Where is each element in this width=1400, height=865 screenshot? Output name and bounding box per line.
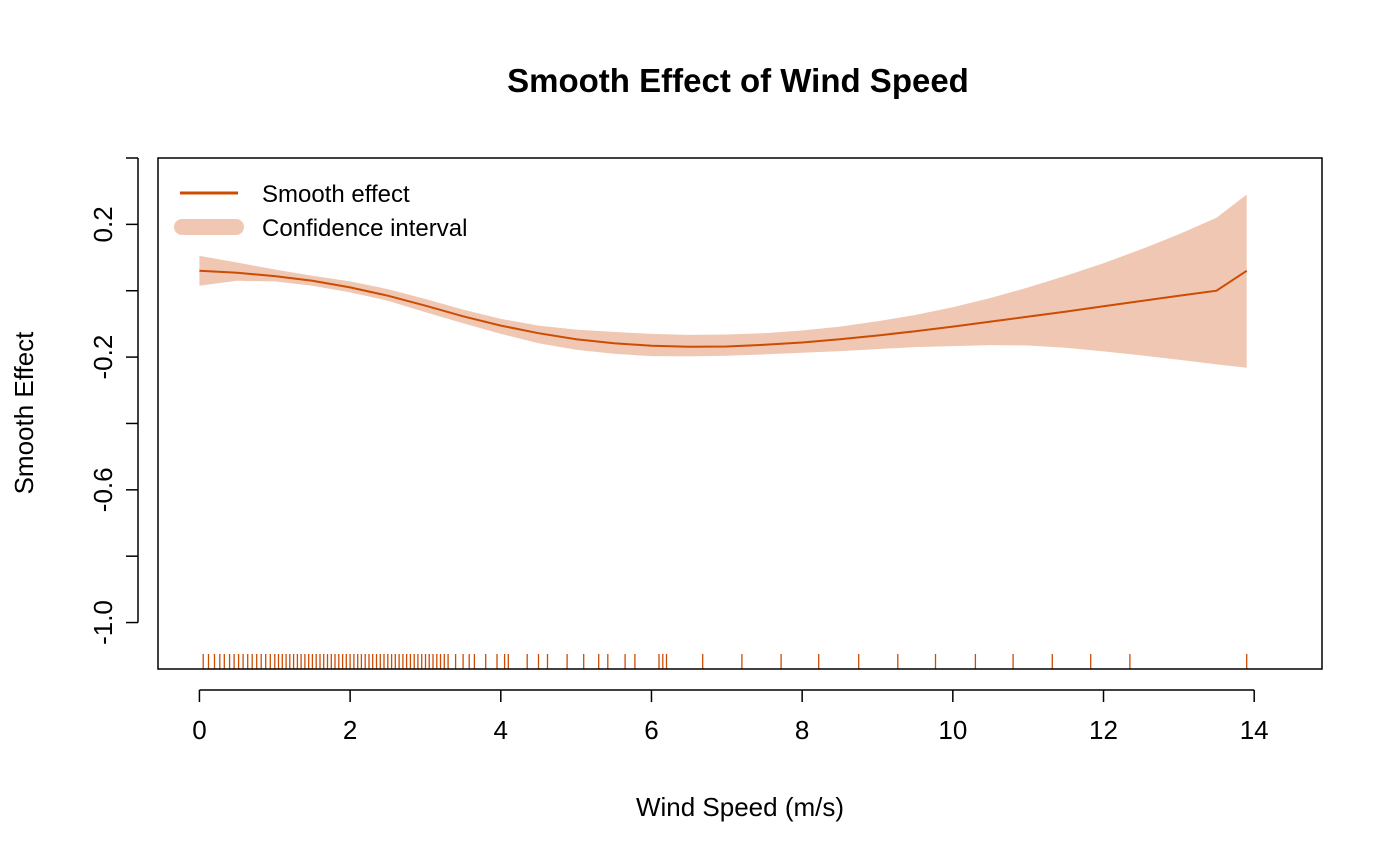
plot-frame: [157, 157, 1323, 670]
x-tick-label: 2: [343, 715, 357, 745]
y-tick-label: -0.6: [88, 467, 118, 512]
y-tick-label: -0.2: [88, 335, 118, 380]
x-tick-label: 12: [1089, 715, 1118, 745]
x-tick-label: 8: [795, 715, 809, 745]
x-tick-label: 0: [192, 715, 206, 745]
x-tick-label: 10: [938, 715, 967, 745]
x-axis: 0 2 4 6 8 10 12 14: [192, 689, 1269, 745]
confidence-band-layer: [199, 194, 1247, 368]
x-tick-label: 4: [494, 715, 508, 745]
x-axis-label: Wind Speed (m/s): [636, 792, 844, 822]
smooth-line-layer: [199, 269, 1248, 348]
x-tick-label: 6: [644, 715, 658, 745]
y-tick-label: 0.2: [88, 206, 118, 242]
smooth-effect-line: [199, 269, 1248, 348]
y-axis-label: Smooth Effect: [9, 331, 39, 495]
legend: Smooth effect Confidence interval: [174, 181, 467, 242]
legend-label-smooth-effect: Smooth effect: [262, 181, 410, 208]
y-axis: -1.0 -0.6 -0.2 0.2: [88, 157, 139, 645]
chart-title: Smooth Effect of Wind Speed: [507, 62, 969, 99]
x-tick-label: 14: [1240, 715, 1269, 745]
legend-label-confidence-interval: Confidence interval: [262, 215, 467, 242]
rug-layer: [202, 654, 1248, 669]
y-tick-label: -1.0: [88, 600, 118, 645]
confidence-band: [199, 194, 1247, 368]
